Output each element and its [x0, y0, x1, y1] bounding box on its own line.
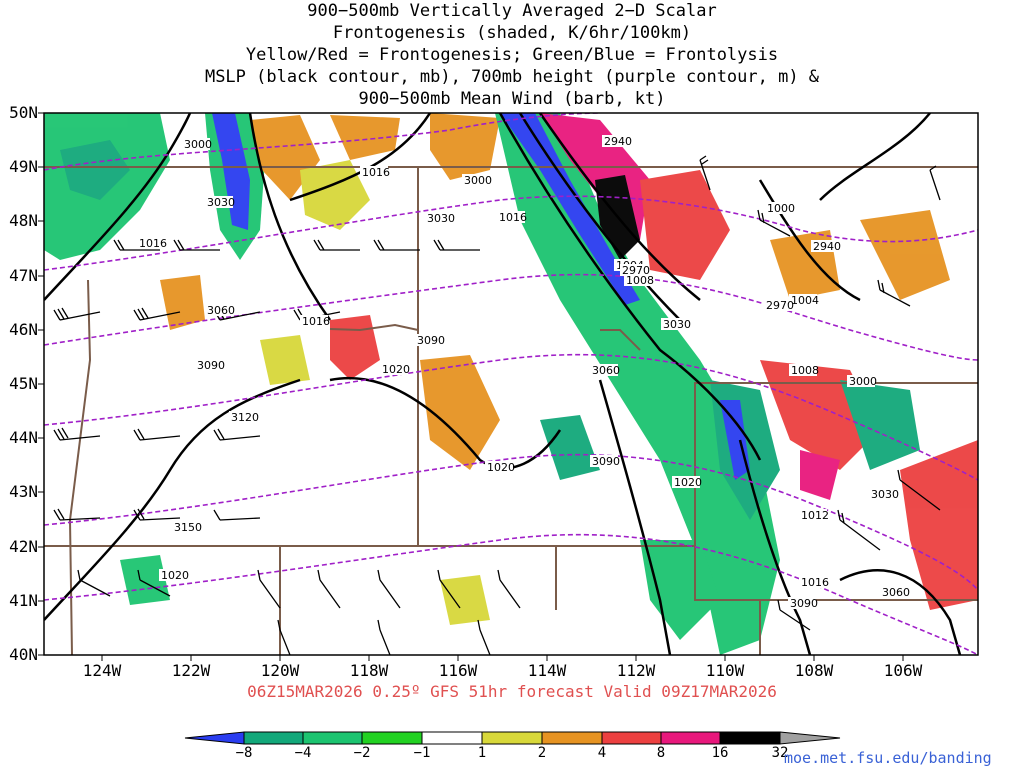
lon-label: 124W	[82, 661, 122, 680]
colorbar-label: 2	[537, 745, 547, 761]
mslp-label: 1008	[626, 274, 654, 287]
colorbar-label: −2	[353, 745, 371, 761]
lat-label: 45N	[9, 374, 38, 393]
colorbar-swatch	[601, 731, 662, 745]
height-label: 2970	[622, 264, 650, 277]
axis-ticks	[38, 112, 904, 661]
height-label: 3150	[174, 521, 202, 534]
colorbar-swatch	[421, 731, 483, 745]
colorbar-swatch	[302, 731, 363, 745]
lon-label: 114W	[527, 661, 567, 680]
source-url[interactable]: moe.met.fsu.edu/banding	[784, 749, 992, 767]
mslp-label: 1016	[499, 211, 527, 224]
mslp-label: 1020	[674, 476, 702, 489]
height-label: 3030	[207, 196, 235, 209]
lat-label: 42N	[9, 537, 38, 556]
mslp-label: 1016	[801, 576, 829, 589]
height-label: 3060	[882, 586, 910, 599]
height-contour-labels: 3000 3030 3000 3030 2940 3060 3090 3090 …	[172, 135, 910, 610]
colorbar-label: −1	[413, 745, 431, 761]
mslp-label: 1000	[767, 202, 795, 215]
colorbar-swatch	[719, 731, 781, 745]
height-label: 3060	[207, 304, 235, 317]
colorbar-label: 8	[656, 745, 666, 761]
height-label: 3090	[592, 455, 620, 468]
colorbar	[184, 731, 841, 745]
lat-label: 40N	[9, 645, 38, 664]
colorbar-swatch	[184, 731, 245, 745]
lon-label: 106W	[883, 661, 923, 680]
mslp-label: 1020	[161, 569, 189, 582]
colorbar-swatch	[243, 731, 304, 745]
mslp-label: 1012	[801, 509, 829, 522]
mslp-label: 1016	[302, 315, 330, 328]
height-label: 3030	[663, 318, 691, 331]
title-line-2: Frontogenesis (shaded, K/6hr/100km)	[332, 23, 692, 43]
lon-label: 110W	[705, 661, 745, 680]
colorbar-label: 4	[597, 745, 607, 761]
lat-label: 44N	[9, 428, 38, 447]
lat-label: 48N	[9, 211, 38, 230]
lon-label: 116W	[438, 661, 478, 680]
frontogenesis-shading	[44, 113, 978, 655]
height-label: 3030	[871, 488, 899, 501]
height-label: 3030	[427, 212, 455, 225]
height-label: 3000	[849, 375, 877, 388]
title-line-5: 900−500mb Mean Wind (barb, kt)	[358, 89, 666, 109]
mslp-label: 1016	[139, 237, 167, 250]
height-label: 3090	[197, 359, 225, 372]
height-label: 2940	[813, 240, 841, 253]
colorbar-label: −4	[294, 745, 312, 761]
valid-time-line: 06Z15MAR2026 0.25º GFS 51hr forecast Val…	[247, 682, 777, 701]
colorbar-label: −8	[235, 745, 253, 761]
height-label: 3060	[592, 364, 620, 377]
mslp-contour-labels: 1016 1016 1016 1016 1004 1008 1000 1004 …	[137, 166, 829, 589]
height-label: 2940	[604, 135, 632, 148]
height-label: 3090	[417, 334, 445, 347]
mslp-label: 1020	[382, 363, 410, 376]
lon-label: 112W	[616, 661, 656, 680]
mslp-label: 1008	[791, 364, 819, 377]
state-borders	[44, 166, 978, 655]
height-label: 2970	[766, 299, 794, 312]
lat-label: 50N	[9, 103, 38, 122]
height-label: 3090	[790, 597, 818, 610]
mslp-label: 1020	[487, 461, 515, 474]
height-label: 3000	[464, 174, 492, 187]
lon-label: 122W	[171, 661, 211, 680]
wind-barbs	[53, 155, 941, 655]
colorbar-swatch	[779, 731, 841, 745]
lon-label: 120W	[260, 661, 300, 680]
colorbar-label: 32	[771, 745, 789, 761]
mslp-label: 1004	[791, 294, 819, 307]
title-line-1: 900−500mb Vertically Averaged 2−D Scalar	[307, 1, 717, 21]
map-plot-area: 1016 1016 1016 1016 1004 1008 1000 1004 …	[44, 113, 978, 655]
title-line-4: MSLP (black contour, mb), 700mb height (…	[204, 67, 820, 87]
lon-label: 108W	[794, 661, 834, 680]
lat-label: 49N	[9, 157, 38, 176]
title-line-3: Yellow/Red = Frontogenesis; Green/Blue =…	[245, 45, 779, 65]
colorbar-label: 1	[477, 745, 487, 761]
lon-label: 118W	[349, 661, 389, 680]
lat-label: 47N	[9, 266, 38, 285]
colorbar-swatch	[481, 731, 543, 745]
colorbar-swatch	[660, 731, 721, 745]
colorbar-label: 16	[711, 745, 729, 761]
colorbar-swatch	[361, 731, 423, 745]
colorbar-swatch	[541, 731, 603, 745]
lat-label: 46N	[9, 320, 38, 339]
height-label: 3120	[231, 411, 259, 424]
height-contours	[44, 113, 978, 655]
mslp-label: 1016	[362, 166, 390, 179]
lat-label: 41N	[9, 591, 38, 610]
height-label: 3000	[184, 138, 212, 151]
lat-label: 43N	[9, 482, 38, 501]
